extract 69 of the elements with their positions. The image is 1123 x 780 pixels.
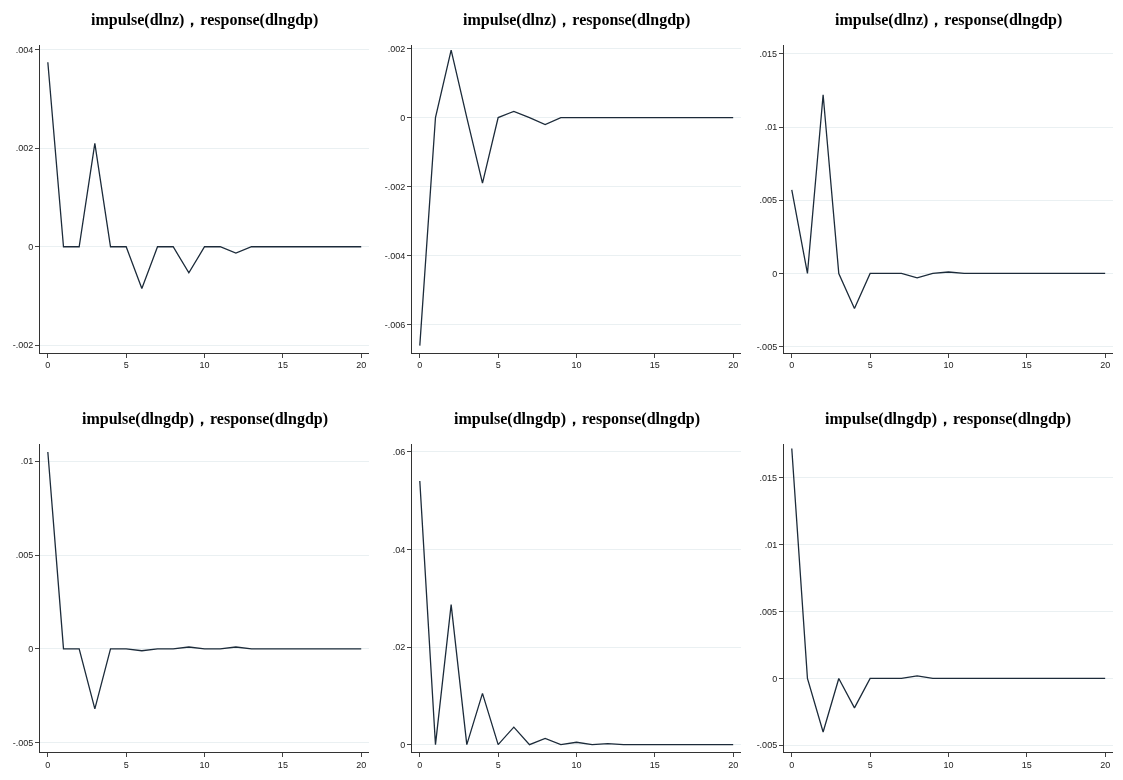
y-tick-label: .01 [764, 122, 778, 133]
line-series [791, 94, 1106, 310]
x-tick-label: 15 [649, 360, 660, 371]
chart-title: impulse(dlnz)，response(dlngdp) [835, 11, 1063, 29]
y-tick-label: .005 [15, 550, 34, 561]
x-tick-label: 15 [277, 759, 288, 770]
x-tick-label: 5 [867, 759, 873, 770]
x-tick-label: 0 [45, 759, 51, 770]
y-tick-label: .002 [387, 43, 406, 54]
y-tick-label: .005 [759, 195, 778, 206]
x-tick-label: 15 [277, 360, 288, 371]
line-series [419, 49, 734, 347]
y-tick-label: -.006 [384, 320, 406, 331]
y-tick-label: .002 [15, 143, 34, 154]
x-tick-label: 10 [199, 759, 210, 770]
x-tick-label: 15 [649, 759, 660, 770]
x-tick-label: 20 [356, 360, 367, 371]
line-series [47, 61, 362, 290]
x-tick-label: 10 [571, 360, 582, 371]
x-tick-label: 0 [417, 759, 423, 770]
y-tick-label: 0 [772, 673, 778, 684]
x-tick-label: 20 [356, 759, 367, 770]
x-tick-label: 0 [45, 360, 51, 371]
y-tick-label: .01 [764, 539, 778, 550]
chart-title: impulse(dlngdp)，response(dlngdp) [825, 410, 1071, 428]
x-tick-label: 5 [123, 360, 129, 371]
y-tick-label: 0 [772, 268, 778, 279]
x-tick-label: 5 [495, 759, 501, 770]
x-tick-label: 15 [1021, 360, 1032, 371]
y-tick-label: 0 [28, 644, 34, 655]
chart-title: impulse(dlnz)，response(dlngdp) [463, 11, 691, 29]
x-tick-label: 20 [1100, 360, 1111, 371]
x-tick-label: 0 [789, 360, 795, 371]
x-tick-label: 10 [943, 759, 954, 770]
x-tick-label: 10 [199, 360, 210, 371]
y-tick-label: -.005 [756, 341, 778, 352]
line-series [419, 480, 734, 746]
y-tick-label: -.004 [384, 250, 406, 261]
chart-title: impulse(dlngdp)，response(dlngdp) [454, 410, 700, 428]
chart-title: impulse(dlngdp)，response(dlngdp) [82, 410, 328, 428]
y-tick-label: -.005 [756, 740, 778, 751]
y-tick-label: 0 [400, 739, 406, 750]
y-tick-label: .015 [759, 473, 778, 484]
y-tick-label: 0 [400, 112, 406, 123]
y-tick-label: .01 [20, 456, 34, 467]
x-tick-label: 20 [1100, 759, 1111, 770]
line-series [47, 451, 362, 710]
y-tick-label: -.005 [12, 737, 34, 748]
y-tick-label: .06 [392, 446, 406, 457]
x-tick-label: 5 [123, 759, 129, 770]
x-tick-label: 0 [417, 360, 423, 371]
x-tick-label: 10 [943, 360, 954, 371]
x-tick-label: 5 [495, 360, 501, 371]
y-tick-label: .005 [759, 606, 778, 617]
y-tick-label: 0 [28, 241, 34, 252]
x-tick-label: 20 [728, 759, 739, 770]
y-tick-label: -.002 [384, 181, 406, 192]
y-tick-label: .02 [392, 642, 406, 653]
x-tick-label: 15 [1021, 759, 1032, 770]
y-tick-label: -.002 [12, 340, 34, 351]
line-series [791, 447, 1106, 733]
x-tick-label: 5 [867, 360, 873, 371]
x-tick-label: 10 [571, 759, 582, 770]
y-tick-label: .04 [392, 544, 406, 555]
x-tick-label: 20 [728, 360, 739, 371]
x-tick-label: 0 [789, 759, 795, 770]
chart-title: impulse(dlnz)，response(dlngdp) [91, 11, 319, 29]
y-tick-label: .015 [759, 48, 778, 59]
y-tick-label: .004 [15, 45, 34, 56]
